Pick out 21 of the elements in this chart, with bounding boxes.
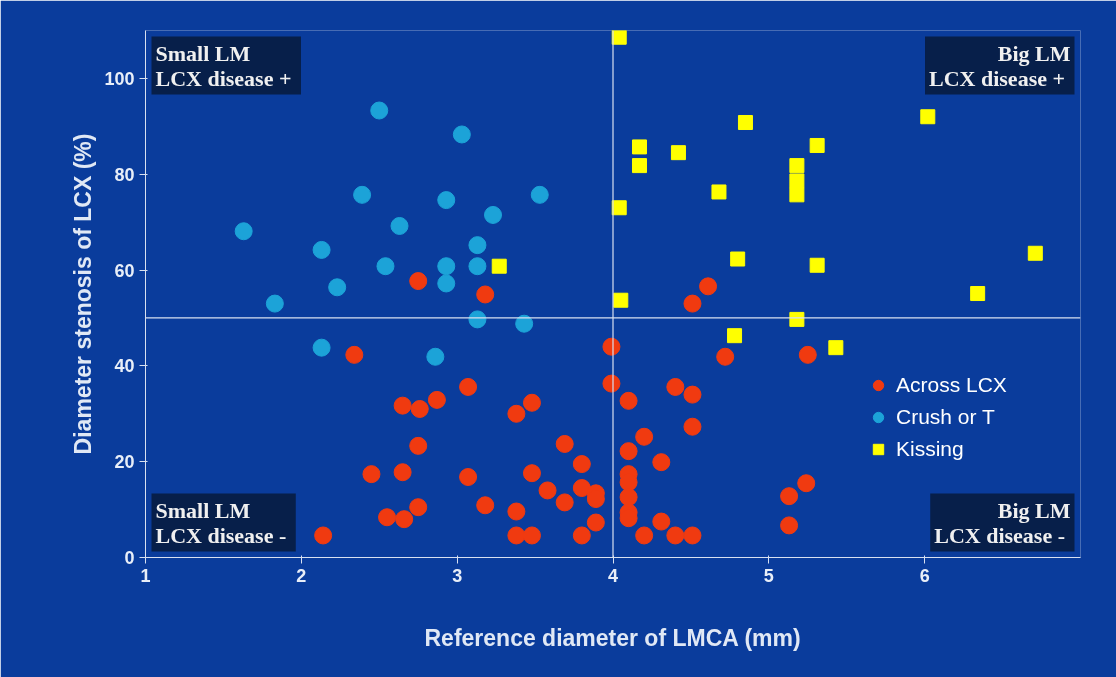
x-tick-label: 5	[763, 565, 774, 586]
annotation: Small LM LCX disease -	[155, 497, 287, 548]
y-axis-title: Diameter stenosis of LCX (%)	[70, 133, 97, 455]
y-tick-label: 40	[114, 356, 135, 377]
legend-label: Kissing	[896, 437, 964, 461]
annotation: Small LM LCX disease +	[155, 40, 292, 91]
x-tick-label: 6	[919, 565, 930, 586]
legend-label: Across LCX	[896, 373, 1007, 397]
annotation: Big LM LCX disease -	[934, 497, 1071, 548]
annotation: Big LM LCX disease +	[929, 40, 1071, 91]
x-tick-label: 1	[140, 565, 151, 586]
x-tick-label: 3	[452, 565, 463, 586]
y-tick-label: 80	[114, 164, 135, 185]
y-tick-label: 60	[114, 260, 135, 281]
y-tick-label: 20	[114, 452, 135, 473]
y-tick-label: 100	[104, 68, 135, 89]
x-axis-title: Reference diameter of LMCA (mm)	[424, 624, 801, 651]
legend-label: Crush or T	[896, 405, 995, 429]
x-tick-label: 2	[296, 565, 307, 586]
y-tick-label: 0	[124, 548, 135, 568]
x-tick-label: 4	[607, 565, 619, 586]
